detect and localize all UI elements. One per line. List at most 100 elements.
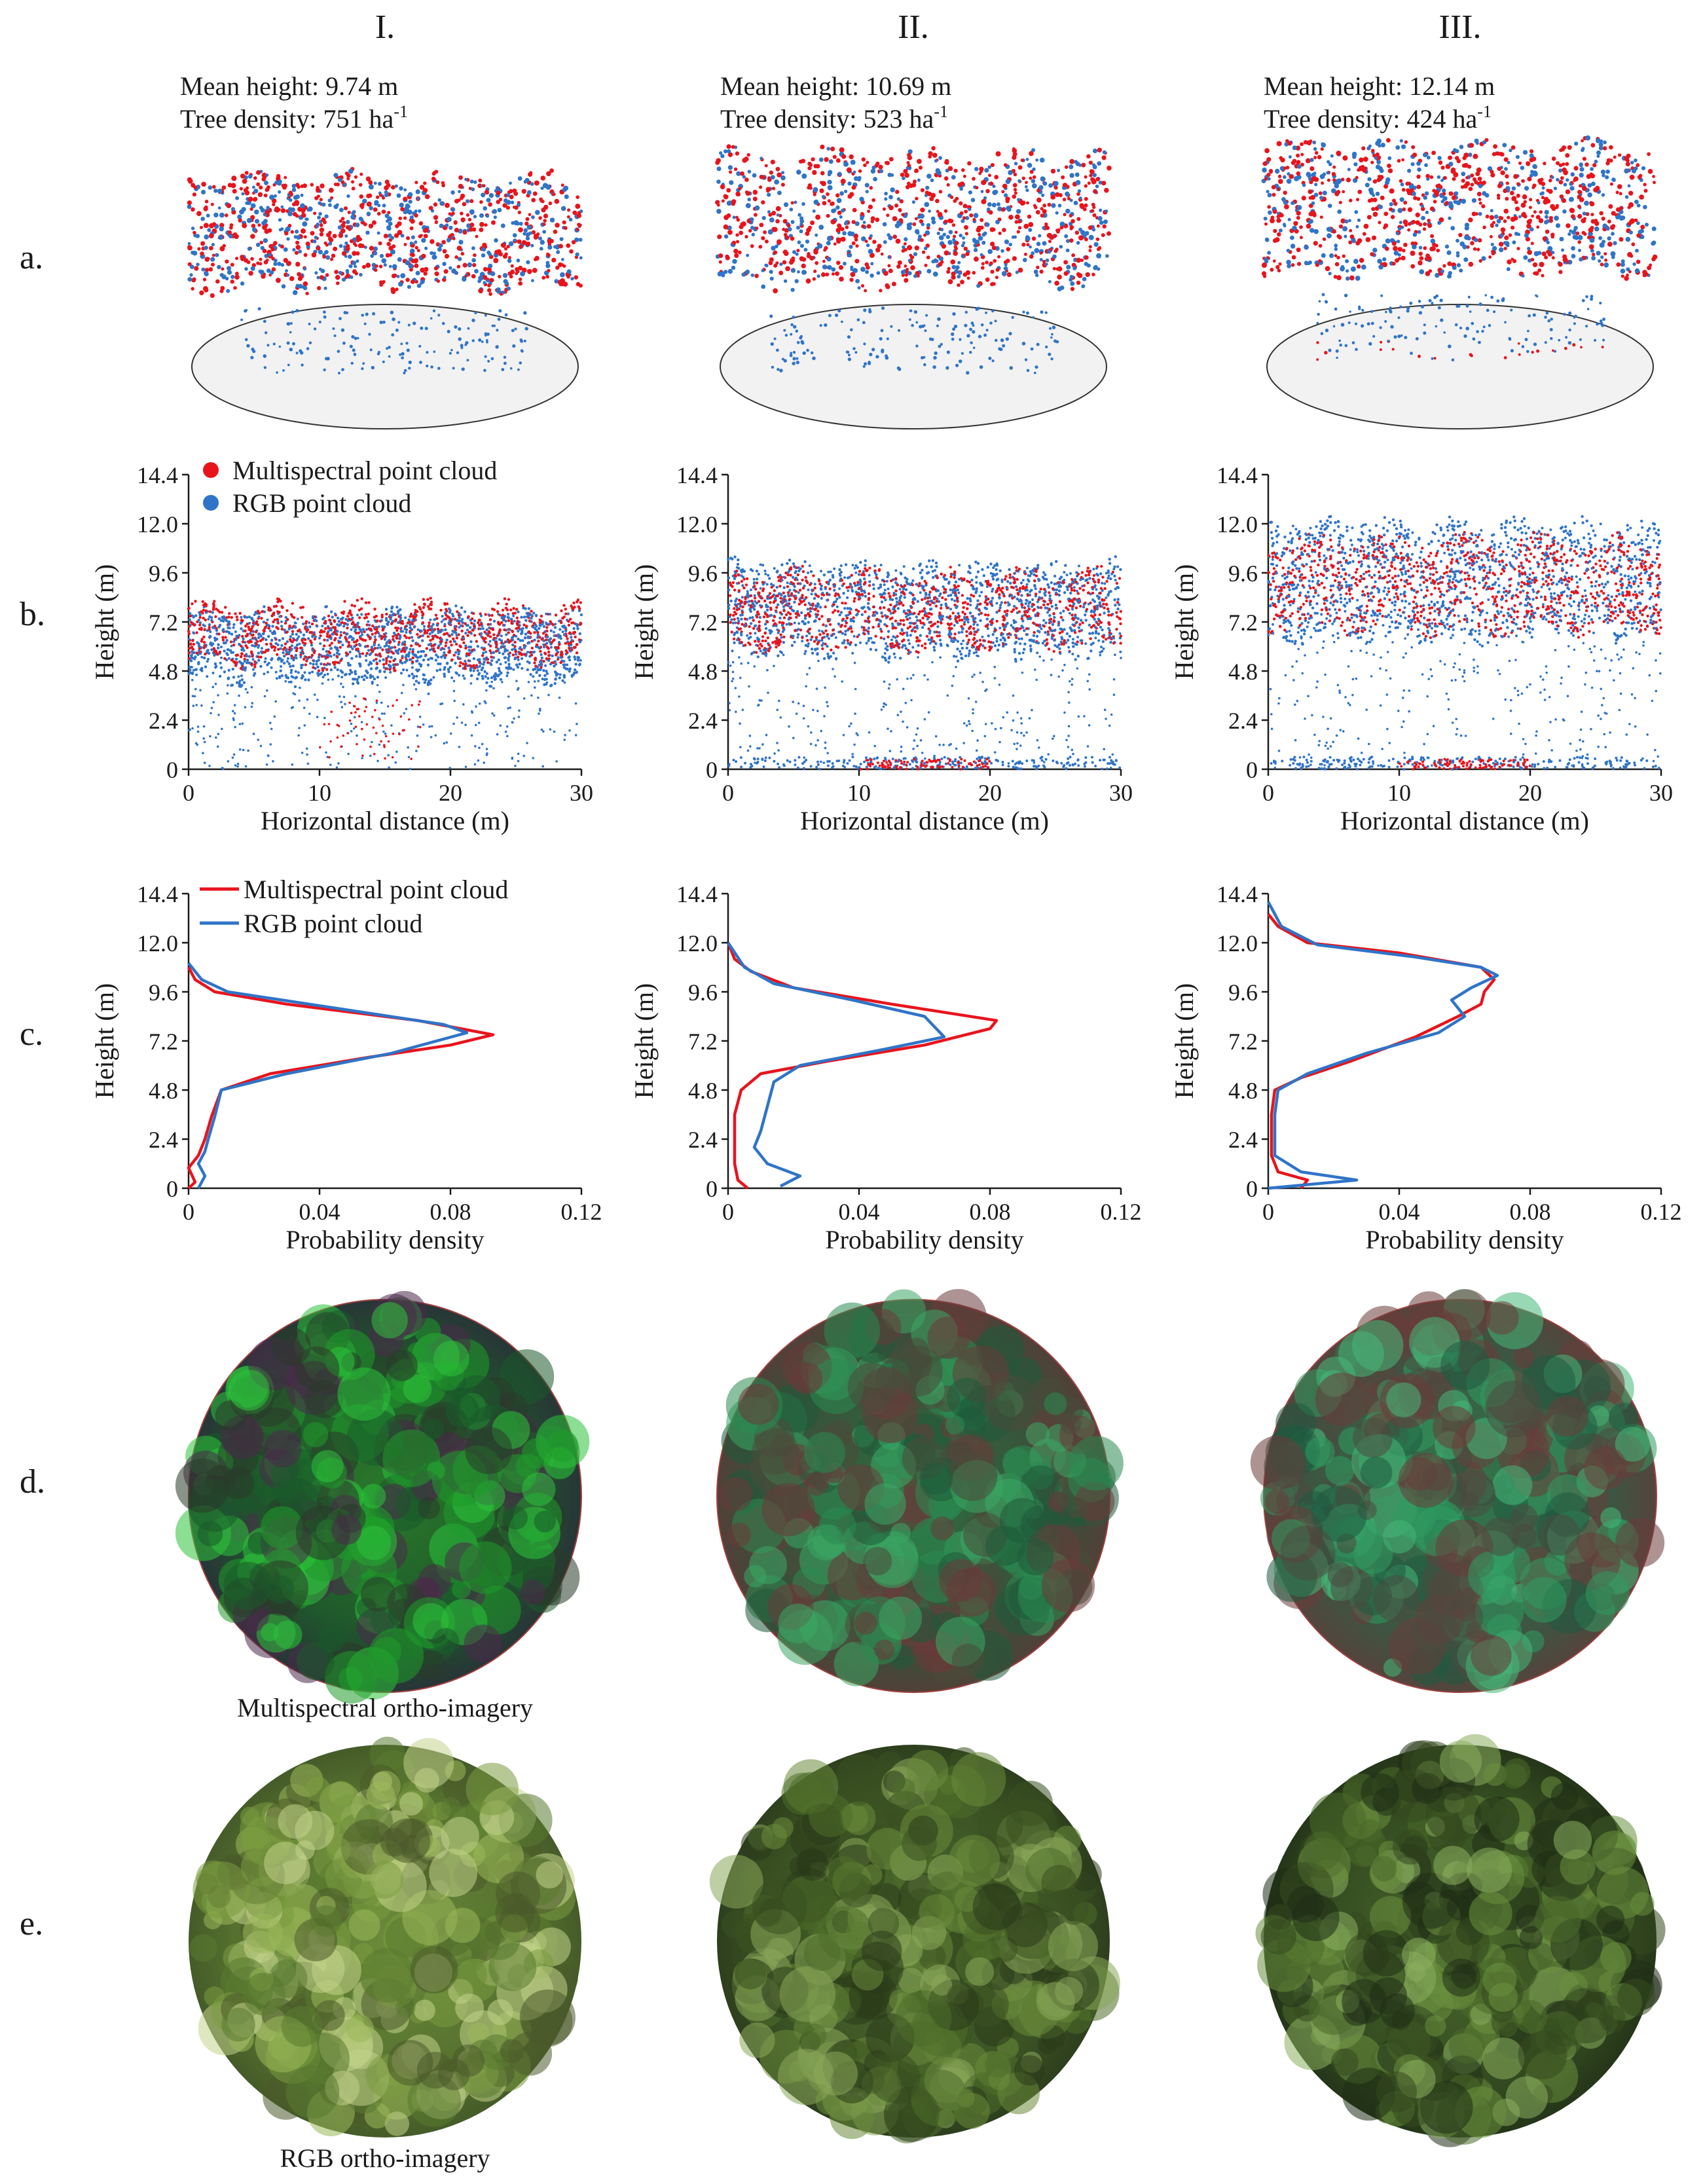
pc3d-understory-point [951,332,955,337]
pc3d-point [1344,219,1349,224]
pc3d-point [1327,233,1332,239]
pc3d-understory-point [801,341,805,345]
pc3d-point [1038,185,1044,191]
pc3d-point [405,278,410,282]
pc3d-point [815,261,819,265]
rgb-point [419,664,423,668]
pc3d-point [559,244,563,249]
pc3d-point [411,235,415,240]
pc3d-point [444,253,450,259]
pc3d-understory-point [921,356,924,359]
ms-point [403,643,407,646]
pc3d-point [430,251,434,255]
pc3d-point [1453,172,1459,177]
pc3d-understory-point [1428,299,1432,302]
pc3d-understory-point [796,341,800,344]
pc3d-point [328,203,332,208]
rgb-point [337,620,340,623]
pc3d-point [1601,216,1605,221]
pc3d-point [1412,244,1417,249]
pc3d-understory-point [1358,305,1361,308]
pc3d-point [955,241,959,246]
pc3d-point [1399,139,1403,143]
pc3d-point [725,254,729,259]
rgb-point [423,681,426,684]
pc3d-understory-point [1581,299,1585,302]
pc3d-understory-point [1045,345,1048,349]
pc3d-point [434,220,439,224]
pc3d-point [1555,223,1561,228]
pc3d-point [882,222,887,227]
pc3d-point [864,183,870,188]
pc3d-point [439,201,445,206]
pc3d-point [745,203,751,209]
pc3d-point [515,268,519,272]
pc3d-point [449,266,452,270]
pc3d-point [926,268,932,274]
pc3d-point [1016,209,1021,214]
pc3d-understory-point [392,317,395,321]
pc3d-point [972,177,976,181]
pc3d-point [1612,178,1616,182]
rgb-point [378,670,382,674]
pc3d-point [347,210,351,214]
pc3d-point [1321,142,1327,148]
pc3d-point [944,158,949,164]
pc3d-point [482,184,486,188]
ms-point [291,630,295,633]
pc3d-point [1569,208,1575,213]
pc3d-point [288,191,293,195]
pc3d-point [790,287,795,292]
rgb-point [411,639,414,642]
pc3d-point [895,189,900,194]
pc3d-point [1085,272,1090,278]
rgb-point [460,606,464,610]
pc3d-point [328,242,333,246]
pc3d-point [390,236,395,240]
pc3d-point [1510,217,1516,222]
pc3d-point [1423,222,1427,227]
pc3d-point [1571,214,1575,219]
pc3d-point [235,196,240,200]
pc3d-point [1062,183,1068,188]
pc3d-point [396,193,401,198]
pc3d-point [1311,176,1316,182]
pc3d-point [420,267,425,273]
pc3d-point [1380,143,1385,148]
pc3d-point [363,246,367,249]
pc3d-point [1427,223,1433,228]
rgb-point [495,661,498,664]
pc3d-point [1014,162,1018,166]
rgb-point [208,615,211,619]
pc3d-point [522,232,526,236]
rgb-point [517,610,520,613]
pc3d-understory-point [289,348,293,352]
rgb-point [481,677,485,680]
pc3d-point [337,177,342,183]
pc3d-point [1606,158,1611,163]
pc3d-point [964,225,968,230]
pc3d-point [897,260,902,265]
rgb-point [494,677,497,681]
pc3d-point [1478,201,1482,205]
pc3d-point [1632,262,1636,266]
pc3d-point [851,241,856,246]
pc3d-point [726,188,731,193]
pc3d-point [1013,172,1017,177]
pc3d-understory-point [1026,369,1030,373]
pc3d-point [1048,183,1053,188]
pc3d-point [1299,225,1303,229]
pc3d-point [1459,145,1464,149]
pc3d-point [907,181,911,186]
pc3d-point [339,208,344,212]
rgb-point [542,668,545,672]
pc3d-point [1099,208,1103,212]
pc3d-understory-point [244,338,248,341]
pc3d-understory-point [318,320,321,323]
rgb-point [524,632,528,636]
rgb-point [227,668,230,672]
pc3d-point [394,233,399,238]
pc3d-point [244,267,248,271]
ms-point [505,608,509,611]
pc3d-point [403,196,407,202]
